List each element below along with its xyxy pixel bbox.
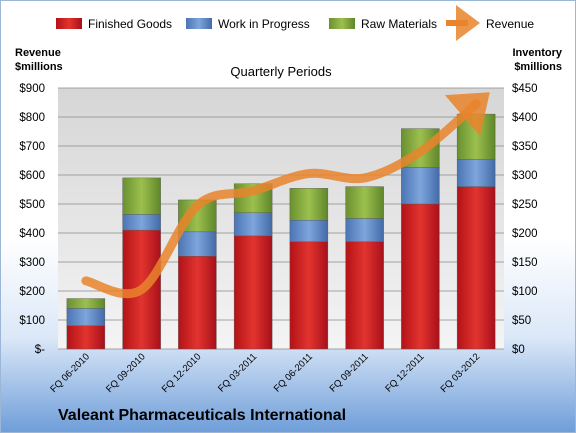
legend: Finished Goods Work in Progress Raw Materi… [56,5,534,41]
bar-finished-goods [456,186,496,350]
bar-finished-goods [345,241,384,350]
right-tick-label: $400 [512,112,538,124]
bar-work-in-progress [122,214,161,231]
bar-raw-materials [122,177,161,215]
bar-work-in-progress [178,231,217,257]
bar-finished-goods [401,203,440,350]
right-tick-label: $200 [512,228,538,240]
legend-label-finished-goods: Finished Goods [88,17,172,31]
left-tick-label: $500 [19,199,45,211]
right-axis-title-line2: $millions [514,61,562,73]
company-name: Valeant Pharmaceuticals International [58,407,346,424]
x-tick-label: FQ 09-2011 [328,351,371,394]
right-tick-label: $150 [512,257,538,269]
right-tick-label: $300 [512,170,538,182]
right-tick-label: $100 [512,286,538,298]
x-axis-ticks: FQ 06-2010 FQ 09-2010 FQ 12-2010 FQ 03-2011… [48,351,482,395]
bar-work-in-progress [233,212,273,237]
left-axis-ticks: $- $100 $200 $300 $400 $500 $600 $700 $800 $900 [19,83,45,356]
legend-swatch-work-in-progress [186,18,212,29]
bar-finished-goods [178,255,217,350]
left-tick-label: $300 [19,257,45,269]
bar-work-in-progress [401,167,440,205]
left-tick-label: $400 [19,228,45,240]
legend-label-raw-materials: Raw Materials [361,17,437,31]
x-tick-label: FQ 06-2010 [48,351,92,395]
x-tick-label: FQ 09-2010 [104,351,148,395]
revenue-line [81,92,490,299]
legend-label-revenue: Revenue [486,17,534,31]
left-tick-label: $600 [19,170,45,182]
bar-work-in-progress [289,220,329,242]
x-tick-label: FQ 12-2010 [160,351,204,395]
bar-finished-goods [233,235,273,350]
bar-work-in-progress [345,218,384,242]
left-tick-label: $200 [19,286,45,298]
bar-work-in-progress [66,308,106,326]
x-tick-label: FQ 12-2011 [383,351,426,394]
legend-swatch-raw-materials [329,18,355,29]
bar-raw-materials [66,298,106,309]
right-axis-ticks: $0 $50 $100 $150 $200 $250 $300 $350 $400 $450 [512,83,538,356]
left-tick-label: $- [35,344,45,356]
bar-raw-materials [345,186,384,219]
right-tick-label: $450 [512,83,538,95]
bar-finished-goods [66,325,106,350]
bar-raw-materials [289,188,329,221]
right-axis-title-line1: Inventory [512,47,562,59]
bar-finished-goods [289,241,329,350]
right-tick-label: $250 [512,199,538,211]
x-tick-label: FQ 06-2011 [272,351,315,394]
revenue-line-group [81,92,490,299]
right-tick-label: $0 [512,344,525,356]
chart-title: Quarterly Periods [230,64,332,79]
x-tick-label: FQ 03-2011 [216,351,259,394]
left-tick-label: $100 [19,315,45,327]
left-tick-label: $700 [19,141,45,153]
left-axis-title-line1: Revenue [15,47,61,59]
legend-label-work-in-progress: Work in Progress [218,17,310,31]
bar-work-in-progress [456,159,496,187]
right-tick-label: $50 [512,315,531,327]
left-axis-title-line2: $millions [15,61,63,73]
legend-swatch-finished-goods [56,18,82,29]
left-tick-label: $900 [19,83,45,95]
right-tick-label: $350 [512,141,538,153]
left-tick-label: $800 [19,112,45,124]
x-tick-label: FQ 03-2012 [439,351,483,395]
